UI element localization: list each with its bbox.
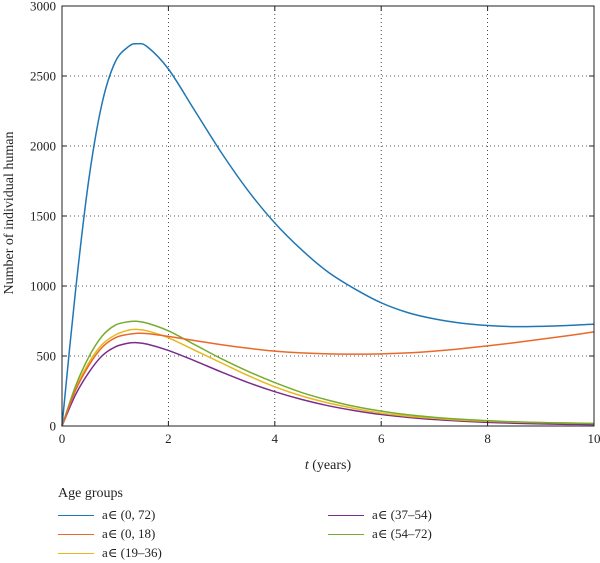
- x-tick-label: 6: [378, 431, 385, 446]
- series-line-1: [61, 331, 595, 427]
- legend-swatch-19-36: [58, 552, 94, 554]
- legend-label-37-54: a∈ (37–54): [372, 507, 432, 522]
- legend-label-54-72: a∈ (54–72): [372, 526, 432, 541]
- x-tick-label: 8: [484, 431, 491, 446]
- series-line-4: [61, 320, 595, 427]
- y-tick-label: 3000: [30, 0, 56, 14]
- legend-title: Age groups: [58, 486, 123, 501]
- x-tick-label: 0: [59, 431, 66, 446]
- x-axis-label-unit: (years): [309, 458, 352, 473]
- grid-lines: [62, 6, 594, 426]
- series-lines: [61, 42, 595, 427]
- legend: Age groups a∈ (0, 72) a∈ (0, 18) a∈ (19–…: [58, 486, 588, 560]
- legend-entry-54-72: a∈ (54–72): [328, 525, 432, 543]
- y-tick-label: 2500: [30, 69, 56, 84]
- legend-swatch-54-72: [328, 533, 364, 535]
- legend-entry-0-18: a∈ (0, 18): [58, 525, 155, 543]
- legend-entry-19-36: a∈ (19–36): [58, 544, 162, 562]
- line-chart: 0 2 4 6 8 10 0 500 1000 1500 2000 2500 3000 Number o…: [2, 0, 600, 473]
- legend-entry-0-72: a∈ (0, 72): [58, 506, 155, 524]
- x-tick-label: 10: [588, 431, 600, 446]
- y-tick-label: 2000: [30, 139, 56, 154]
- x-tick-label: 2: [165, 431, 172, 446]
- series-line-3: [61, 341, 595, 427]
- legend-swatch-37-54: [328, 514, 364, 516]
- y-tick-label: 500: [37, 349, 57, 364]
- y-tick-label: 0: [50, 419, 57, 434]
- legend-label-19-36: a∈ (19–36): [102, 545, 162, 560]
- legend-entry-37-54: a∈ (37–54): [328, 506, 432, 524]
- x-axis-label-variable: t: [305, 458, 310, 473]
- x-tick-label: 4: [272, 431, 279, 446]
- series-line-0: [61, 42, 595, 427]
- legend-swatch-0-72: [58, 514, 94, 516]
- axis-ticks: 0 2 4 6 8 10 0 500 1000 1500 2000 2500 3000: [30, 0, 600, 446]
- y-axis-label: Number of individual human: [2, 132, 17, 295]
- legend-label-0-72: a∈ (0, 72): [102, 507, 156, 522]
- y-tick-label: 1000: [30, 279, 56, 294]
- y-tick-label: 1500: [30, 209, 56, 224]
- legend-label-0-18: a∈ (0, 18): [102, 526, 156, 541]
- x-axis-label: t (years): [305, 458, 352, 473]
- legend-swatch-0-18: [58, 533, 94, 535]
